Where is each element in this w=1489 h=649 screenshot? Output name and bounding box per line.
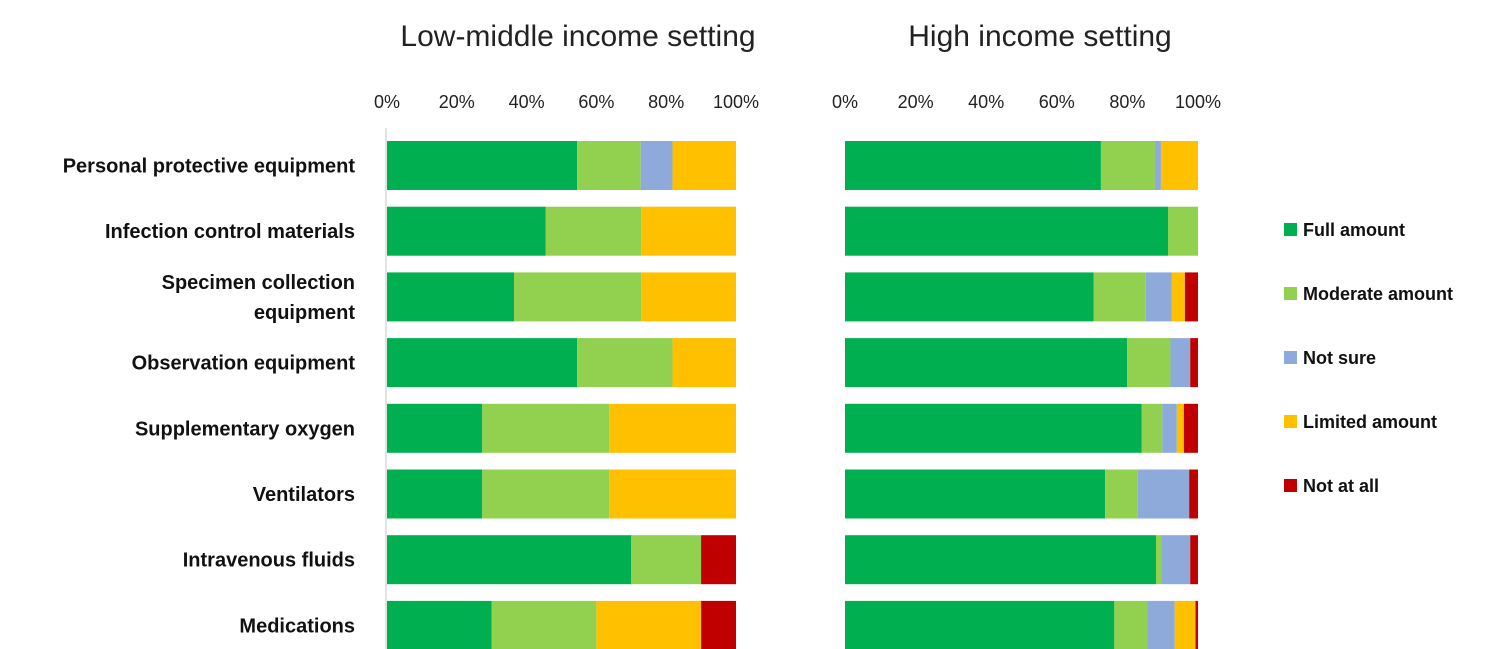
legend: Full amount Moderate amount Not sure Limite… [1284, 220, 1453, 496]
bar-segment-full-amount [845, 206, 1168, 256]
category-label: equipment [254, 302, 355, 324]
x-tick-label: 80% [1109, 92, 1145, 112]
bar-segment-not-at-all [701, 535, 736, 585]
x-tick-label: 100% [713, 92, 759, 112]
bar-segment-not-sure [1145, 272, 1172, 322]
legend-label: Not sure [1303, 348, 1376, 368]
bar-segment-not-sure [1137, 469, 1190, 519]
bar-segment-full-amount [845, 141, 1101, 190]
chart-panel-1: Low-middle income setting 0% 20% 40% 60% 80% 1… [63, 20, 759, 649]
bar-segment-moderate-amount [482, 469, 610, 519]
bar-segment-not-sure [1147, 600, 1175, 649]
bar-segment-full-amount [387, 206, 546, 256]
bar-segment-limited-amount [1174, 600, 1196, 649]
bar-segment-not-sure [1161, 535, 1191, 585]
bar-segment-not-at-all [1189, 469, 1198, 519]
bar-segment-full-amount [845, 403, 1142, 453]
bar-segment-moderate-amount [1167, 206, 1198, 256]
legend-swatch [1284, 223, 1297, 236]
x-tick-label: 20% [898, 92, 934, 112]
bar-segment-moderate-amount [482, 403, 610, 453]
bar-segment-full-amount [387, 338, 578, 388]
legend-swatch [1284, 415, 1297, 428]
chart-title: Low-middle income setting [400, 20, 755, 53]
bar-segment-moderate-amount [1155, 535, 1162, 585]
bar-segment-moderate-amount [1141, 403, 1163, 453]
bar-segment-full-amount [845, 600, 1115, 649]
legend-swatch [1284, 287, 1297, 300]
legend-label: Not at all [1303, 476, 1379, 496]
bar-segment-not-sure [640, 141, 673, 190]
x-tick-label: 20% [439, 92, 475, 112]
bar-segment-full-amount [387, 469, 483, 519]
bar-segment-moderate-amount [1105, 469, 1138, 519]
x-tick-label: 80% [648, 92, 684, 112]
bar-segment-full-amount [845, 469, 1106, 519]
bar-segment-full-amount [845, 272, 1094, 322]
bar-segment-limited-amount [641, 272, 736, 322]
bar-segment-full-amount [387, 272, 515, 322]
bar-segment-moderate-amount [577, 338, 673, 388]
bar-segment-limited-amount [672, 338, 736, 388]
bar-segment-not-at-all [1183, 403, 1198, 453]
bar-segment-moderate-amount [1114, 600, 1148, 649]
x-tick-label: 100% [1175, 92, 1221, 112]
category-label: Infection control materials [105, 221, 355, 243]
bar-segment-full-amount [845, 535, 1156, 585]
category-label: Intravenous fluids [183, 550, 355, 572]
chart-panel-2: High income setting 0% 20% 40% 60% 80% 100% [832, 20, 1221, 649]
bar-segment-full-amount [387, 403, 483, 453]
bar-segment-limited-amount [609, 469, 736, 519]
x-tick-label: 0% [374, 92, 400, 112]
bar-segment-limited-amount [672, 141, 736, 190]
bar-segment-limited-amount [1160, 141, 1198, 190]
bar-segment-full-amount [387, 141, 578, 190]
bar-segment-full-amount [845, 338, 1128, 388]
bar-segment-moderate-amount [514, 272, 642, 322]
bar-segment-moderate-amount [1093, 272, 1146, 322]
bar-segment-moderate-amount [1127, 338, 1171, 388]
bar-segment-not-at-all [1184, 272, 1198, 322]
category-label: Personal protective equipment [63, 156, 356, 178]
bar-segment-limited-amount [1171, 272, 1185, 322]
legend-label: Limited amount [1303, 412, 1437, 432]
bar-segment-full-amount [387, 535, 632, 585]
bar-segment-limited-amount [596, 600, 702, 649]
bar-segment-not-at-all [701, 600, 736, 649]
bar-segment-moderate-amount [491, 600, 597, 649]
category-label: Medications [239, 615, 355, 637]
legend-swatch [1284, 351, 1297, 364]
bar-segment-moderate-amount [577, 141, 641, 190]
category-label: Ventilators [253, 484, 355, 506]
legend-label: Moderate amount [1303, 284, 1453, 304]
bar-segment-moderate-amount [545, 206, 642, 256]
bar-segment-limited-amount [641, 206, 736, 256]
bar-segment-not-sure [1162, 403, 1177, 453]
x-tick-label: 60% [1039, 92, 1075, 112]
chart-title: High income setting [908, 20, 1171, 53]
category-label: Specimen collection [162, 272, 355, 294]
x-tick-label: 40% [509, 92, 545, 112]
bar-segment-moderate-amount [631, 535, 702, 585]
bar-segment-full-amount [387, 600, 492, 649]
bar-segment-limited-amount [1176, 403, 1184, 453]
legend-swatch [1284, 479, 1297, 492]
x-tick-label: 0% [832, 92, 858, 112]
legend-label: Full amount [1303, 220, 1405, 240]
x-tick-label: 40% [968, 92, 1004, 112]
x-tick-label: 60% [578, 92, 614, 112]
category-label: Supplementary oxygen [135, 418, 355, 440]
bar-segment-limited-amount [609, 403, 736, 453]
bar-segment-moderate-amount [1100, 141, 1155, 190]
bar-segment-not-at-all [1190, 535, 1198, 585]
bar-segment-not-sure [1170, 338, 1191, 388]
bar-segment-not-at-all [1195, 600, 1198, 649]
bar-segment-not-at-all [1190, 338, 1198, 388]
bar-segment-not-sure [1154, 141, 1161, 190]
category-label: Observation equipment [132, 353, 356, 375]
